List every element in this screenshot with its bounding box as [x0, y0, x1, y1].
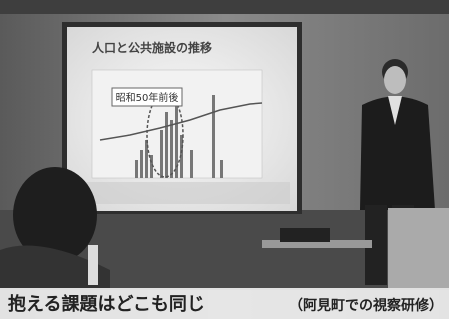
slide-footer [75, 182, 290, 204]
page: 人口と公共施設の推移 昭和50年前後 抱える課題はどこも同じ （阿見町での視察研… [0, 0, 449, 319]
caption-sub: （阿見町での視察研修） [289, 297, 443, 314]
caption-main: 抱える課題はどこも同じ [8, 293, 205, 315]
slide-annotation: 昭和50年前後 [116, 91, 179, 104]
ceiling [0, 0, 449, 14]
projector [280, 228, 330, 242]
presenter-face [384, 66, 406, 94]
side-table [388, 208, 449, 288]
slide-title: 人口と公共施設の推移 [92, 40, 212, 55]
bottle [88, 245, 98, 285]
photo: 人口と公共施設の推移 昭和50年前後 抱える課題はどこも同じ （阿見町での視察研… [0, 0, 449, 319]
